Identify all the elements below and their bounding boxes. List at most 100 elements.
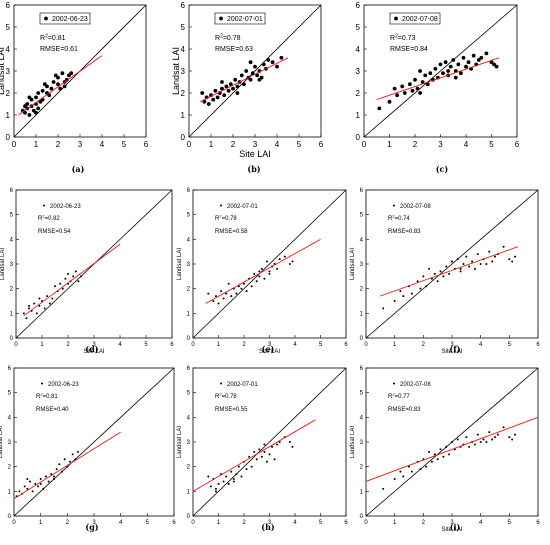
- data-point: [433, 453, 436, 456]
- data-point: [77, 280, 80, 283]
- data-point: [423, 73, 428, 78]
- y-tick-label: 1: [181, 111, 186, 120]
- data-point: [74, 270, 77, 273]
- data-point: [62, 84, 67, 89]
- data-point: [459, 267, 462, 270]
- data-point: [39, 482, 42, 485]
- data-point: [31, 490, 34, 493]
- x-tick-label: 3: [92, 342, 96, 348]
- data-point: [214, 487, 217, 490]
- data-point: [466, 60, 471, 65]
- x-tick-label: 4: [119, 520, 123, 526]
- y-tick-label: 0: [187, 336, 191, 342]
- data-point: [212, 300, 215, 302]
- data-point: [278, 441, 281, 443]
- data-point: [415, 86, 420, 91]
- data-point: [422, 275, 425, 278]
- r-squared-annotation: R2=0.82: [38, 214, 60, 223]
- data-point: [502, 245, 505, 248]
- data-point: [494, 255, 496, 258]
- x-tick-label: 1: [40, 342, 44, 348]
- r-squared-annotation: R2=0.78: [215, 392, 237, 401]
- data-point: [446, 69, 451, 73]
- data-point: [214, 295, 217, 298]
- y-tick-label: 0: [6, 133, 11, 142]
- x-tick-label: 6: [536, 520, 540, 526]
- x-axis-label: Site LAI: [83, 349, 104, 355]
- data-point: [511, 260, 514, 263]
- x-axis-label: Site LAI: [441, 527, 462, 533]
- data-point: [59, 282, 62, 285]
- legend-box: [389, 12, 441, 25]
- data-point: [482, 438, 485, 441]
- panel-label: (f): [449, 344, 460, 354]
- data-point: [64, 277, 67, 280]
- data-point: [220, 290, 223, 293]
- x-tick-label: 4: [293, 342, 297, 348]
- r-squared-annotation: R2=0.73: [390, 34, 416, 43]
- data-point: [231, 86, 235, 91]
- data-point: [402, 295, 405, 298]
- chart-panel: 0 1 2 3 4 5 6 0 1 2 3 4 5 6 2002-07-01 R2=0.78 RMSE=0.63…: [171, 1, 324, 174]
- y-tick-label: 6: [356, 1, 361, 10]
- data-point: [473, 267, 476, 270]
- data-point: [53, 475, 55, 478]
- y-tick-label: 5: [360, 213, 364, 219]
- chart-panel: 0 1 2 3 4 5 6 0 1 2 3 4 5 6 2002-07-08 R2=0.73 RMSE=0.84…: [356, 1, 520, 174]
- x-tick-label: 2: [422, 520, 426, 526]
- one-to-one-line: [363, 4, 518, 138]
- data-point: [23, 485, 26, 488]
- x-tick-label: 3: [450, 520, 454, 526]
- data-point: [258, 448, 261, 451]
- data-point: [53, 478, 55, 480]
- data-point: [226, 88, 231, 93]
- legend-box: [214, 12, 266, 25]
- panel-label: (a): [72, 164, 85, 174]
- x-tick-label: 2: [56, 140, 61, 149]
- data-point: [58, 86, 63, 91]
- y-tick-label: 0: [10, 336, 14, 342]
- x-tick-label: 3: [438, 140, 443, 149]
- data-point: [430, 277, 433, 280]
- x-tick-label: 4: [479, 342, 483, 348]
- data-point: [428, 71, 433, 76]
- legend-label: 2002-06-23: [52, 16, 88, 23]
- fit-line: [192, 419, 316, 492]
- data-point: [227, 482, 230, 485]
- data-point: [235, 84, 240, 89]
- data-point: [211, 97, 216, 102]
- y-tick-label: 0: [356, 133, 361, 142]
- data-point: [18, 490, 21, 493]
- x-tick-label: 3: [253, 140, 258, 149]
- data-point: [377, 106, 382, 111]
- chart-panel: 0 1 2 3 4 5 6 0 1 2 3 4 5 6 2002-07-08 R2=0.77 RMSE=0.83…: [350, 366, 540, 533]
- data-point: [235, 292, 238, 295]
- y-axis-label: Landsat LAI: [177, 426, 183, 458]
- data-point: [253, 272, 256, 275]
- data-point: [268, 270, 271, 273]
- data-point: [489, 60, 494, 65]
- x-tick-label: 3: [78, 140, 83, 149]
- data-point: [430, 460, 433, 463]
- y-tick-label: 3: [360, 440, 364, 446]
- one-to-one-line: [188, 4, 322, 138]
- x-tick-label: 5: [144, 342, 148, 348]
- data-point: [263, 277, 266, 280]
- data-point: [235, 473, 238, 476]
- y-tick-label: 4: [356, 45, 361, 54]
- data-point: [232, 478, 235, 480]
- y-tick-label: 3: [356, 67, 361, 76]
- legend-label: 2002-07-01: [227, 382, 258, 388]
- data-point: [278, 258, 281, 261]
- fit-line: [23, 243, 121, 317]
- data-point: [250, 71, 255, 76]
- data-point: [50, 473, 53, 476]
- x-tick-label: 5: [319, 520, 323, 526]
- x-tick-label: 4: [100, 140, 105, 149]
- data-point: [465, 436, 468, 439]
- x-tick-label: 6: [144, 140, 149, 149]
- x-tick-label: 2: [242, 520, 246, 526]
- rmse-annotation: RMSE=0.54: [38, 229, 71, 235]
- data-point: [51, 297, 54, 300]
- y-tick-label: 3: [187, 440, 191, 446]
